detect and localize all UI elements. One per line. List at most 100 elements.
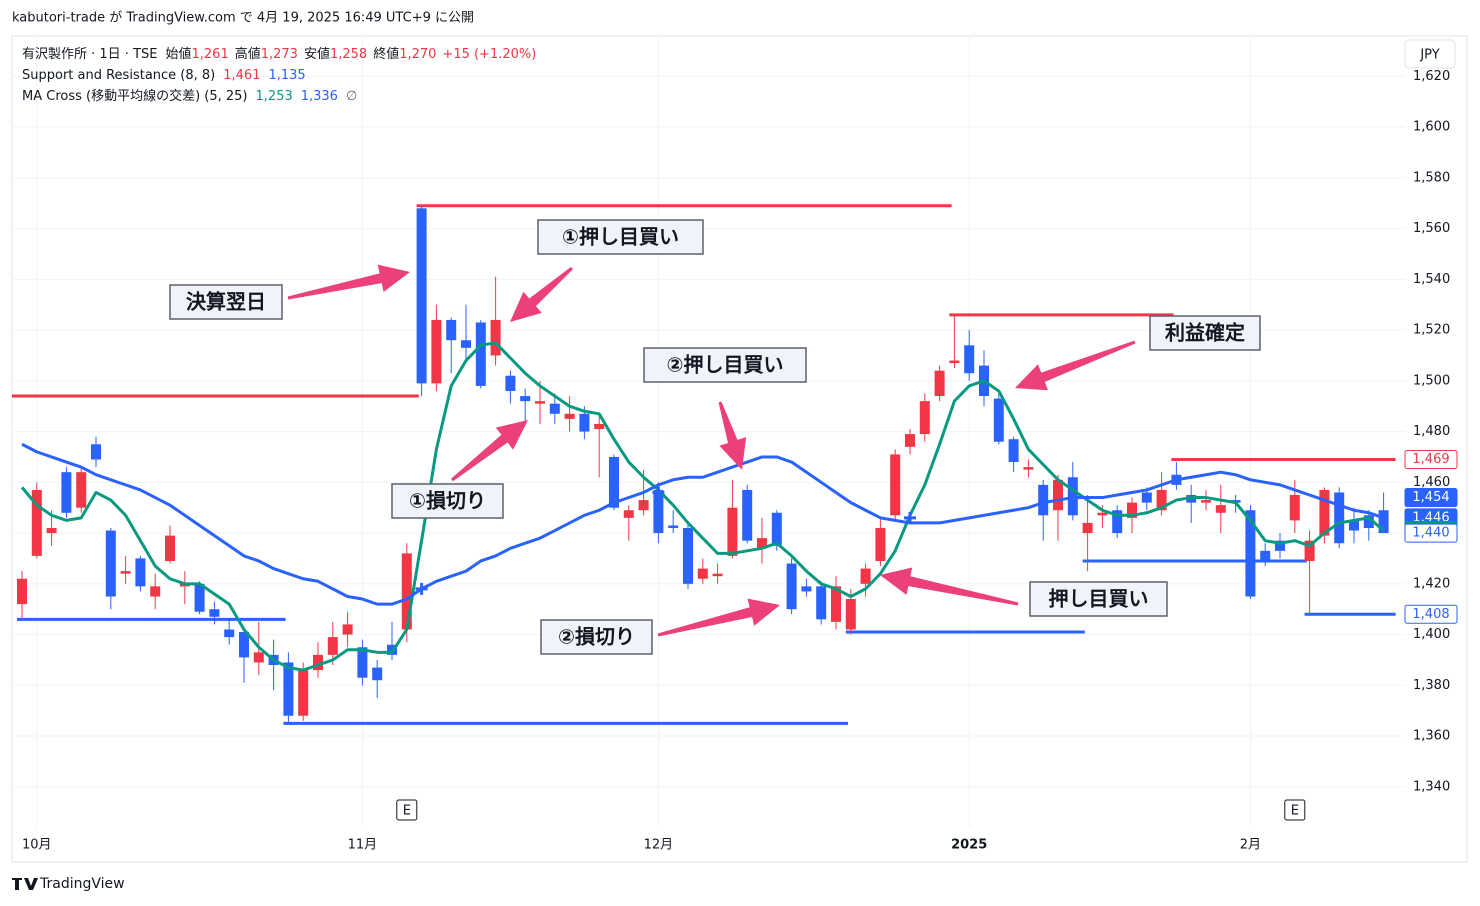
legend-ohlc-value: 1,270 [399,47,436,62]
annotation-arrow [510,266,573,322]
candle-body [1008,439,1019,463]
legend-ohlc-label: 始値 [165,46,191,62]
legend-line: MA Cross (移動平均線の交差) (5, 25) 1,253 1,336 ∅ [22,88,357,104]
indicator-value: 1,461 [223,68,260,83]
candle-body [1097,512,1108,516]
candle-body [831,586,841,622]
annotation: ①押し目買い [562,225,679,249]
candle-body [298,670,309,716]
y-tick-label: 1,600 [1413,120,1450,135]
indicator-name: Support and Resistance (8, 8) [22,68,215,83]
candle-body [1304,540,1315,561]
annotation-box [391,483,504,519]
legend-symbol: 有沢製作所 · 1日 · TSE [22,47,157,62]
candle-body [520,396,531,402]
annotation: ①損切り [409,489,486,513]
candle-body [401,553,412,630]
legend-ohlc-label: 安値 [304,46,330,62]
cross-marker [652,486,665,499]
candle-body [623,510,634,518]
y-tick-label: 1,360 [1413,729,1450,744]
candle-body [135,558,146,587]
x-tick-label: 2月 [1240,838,1261,853]
candle-body [742,489,753,541]
annotation-arrow [287,264,410,300]
candle-body [505,375,516,391]
candle-body [890,454,901,516]
candle-body [934,370,945,397]
candle-body [1260,550,1271,561]
legend-change: +15 (+1.20%) [442,47,536,62]
legend-line: Support and Resistance (8, 8) 1,461 1,135 [22,68,306,83]
candle-body [1275,540,1285,551]
candle-body [1141,492,1152,503]
candle-body [1349,520,1359,531]
candle-body [165,535,175,561]
candle-body [490,319,501,356]
event-box [396,799,418,821]
candle-body [150,586,161,597]
candle-body [816,586,827,620]
currency-box [1404,39,1456,69]
indicator-value: 1,135 [268,68,305,83]
candle-body [1215,505,1226,513]
candle-body [209,609,220,617]
candle-body [342,624,353,635]
event-box [1284,799,1306,821]
candle-body [638,500,649,511]
legend-ohlc-value: 1,258 [330,47,367,62]
price-label: 1,454 [1412,490,1449,505]
price-label-box [1404,604,1458,624]
candle-body [535,401,545,404]
header: kabutori-trade が TradingView.com で 4月 19… [12,11,474,26]
x-tick-label: 12月 [644,838,674,853]
currency: JPY [1419,48,1439,63]
x-tick-label: 11月 [348,838,378,853]
plot-area [12,204,1396,725]
annotation-box [1149,315,1261,351]
indicator-value: 1,336 [301,89,338,104]
candle-body [283,662,294,716]
candle-body [446,319,457,341]
candle-body [1023,467,1034,470]
candle-body [579,413,590,432]
candle-body [194,583,205,612]
annotation-arrow [1015,340,1136,391]
brand: TradingView [39,876,125,892]
candle-body [91,444,101,460]
candle-body [46,527,57,534]
x-tick-label: 10月 [22,838,52,853]
price-label-box [1404,449,1458,469]
candle-body [801,586,812,592]
candle-body [771,512,782,546]
candle-body [697,568,708,579]
y-tick-label: 1,480 [1413,424,1450,439]
annotation-arrow [451,420,528,482]
y-tick-label: 1,580 [1413,170,1450,185]
y-tick-label: 1,400 [1413,627,1450,642]
candle-body [594,423,605,430]
candle-body [668,525,679,528]
annotation-arrow [880,567,1019,606]
y-tick-label: 1,560 [1413,221,1450,236]
candle-body [1245,510,1256,597]
candle-body [1038,484,1049,516]
annotation: ②損切り [558,625,635,649]
candle-body [239,632,249,658]
annotation: 決算翌日 [186,290,266,314]
legend-ohlc-label: 高値 [235,46,261,62]
annotation-box [1029,581,1168,617]
legend-ohlc-label: 終値 [373,46,399,62]
candle-body [224,629,235,638]
ma-line [20,341,1385,672]
indicator-name: MA Cross (移動平均線の交差) (5, 25) [22,88,248,104]
annotation-box [540,619,653,655]
candle-body [31,489,42,556]
event-label: E [403,804,411,819]
x-tick-label: 2025 [951,838,987,853]
candle-body [845,599,856,630]
y-tick-label: 1,420 [1413,576,1450,591]
candle-body [416,208,427,384]
legend-ohlc-value: 1,261 [192,47,229,62]
